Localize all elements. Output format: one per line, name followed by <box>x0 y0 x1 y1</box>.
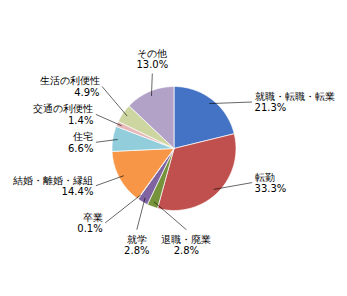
svg-text:交通の利便性1.4%: 交通の利便性1.4% <box>33 103 93 126</box>
svg-text:卒業0.1%: 卒業0.1% <box>77 212 102 235</box>
svg-text:退職・廃業2.8%: 退職・廃業2.8% <box>161 234 211 257</box>
svg-text:就職・転職・転業21.3%: 就職・転職・転業21.3% <box>255 91 335 114</box>
svg-text:その他13.0%: その他13.0% <box>136 48 168 71</box>
svg-text:生活の利便性4.9%: 生活の利便性4.9% <box>40 75 100 98</box>
svg-text:転勤33.3%: 転勤33.3% <box>255 172 287 195</box>
svg-text:住宅6.6%: 住宅6.6% <box>68 131 93 154</box>
svg-text:結婚・離婚・縁組14.4%: 結婚・離婚・縁組14.4% <box>12 175 93 198</box>
svg-text:就学2.8%: 就学2.8% <box>124 234 149 257</box>
